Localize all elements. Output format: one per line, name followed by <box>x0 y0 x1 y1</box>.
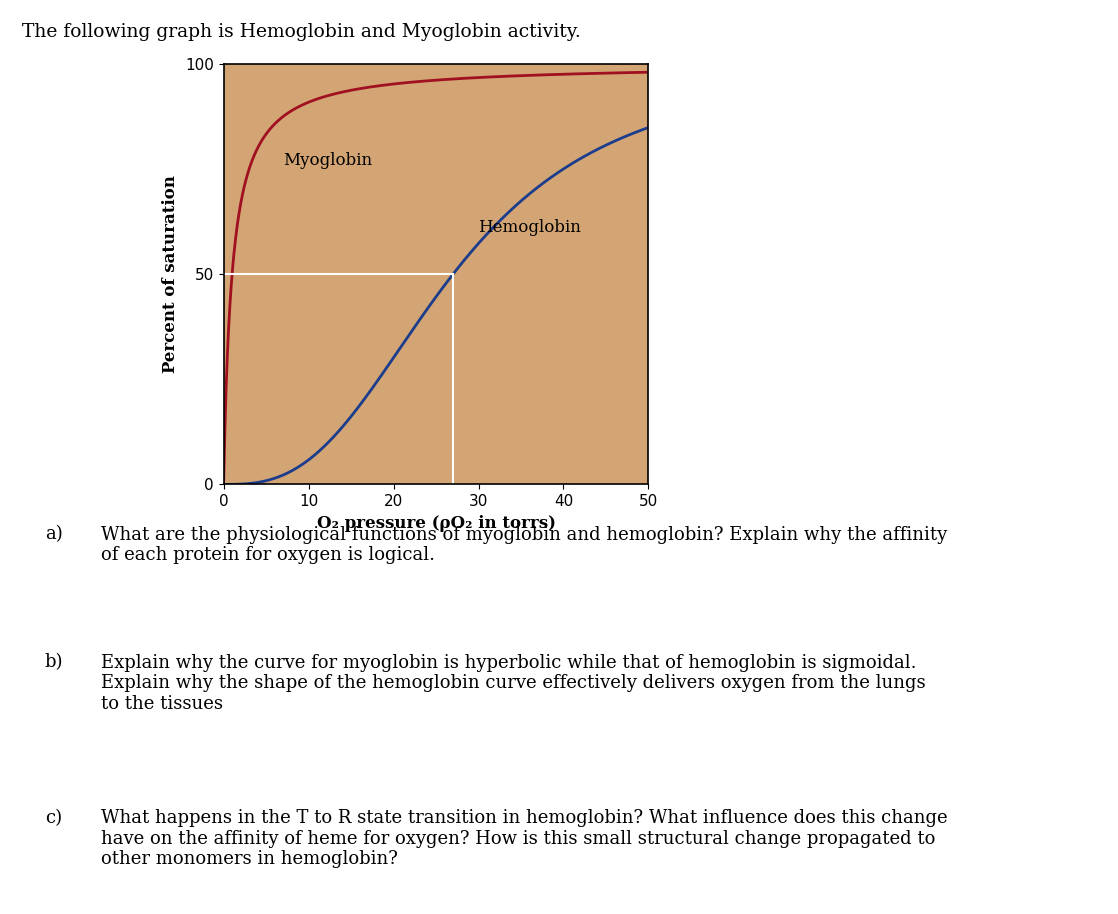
Text: Explain why the curve for myoglobin is hyperbolic while that of hemoglobin is si: Explain why the curve for myoglobin is h… <box>101 654 926 713</box>
Text: What happens in the T to R state transition in hemoglobin? What influence does t: What happens in the T to R state transit… <box>101 809 947 868</box>
Text: Hemoglobin: Hemoglobin <box>479 219 581 236</box>
Y-axis label: Percent of saturation: Percent of saturation <box>162 175 180 373</box>
Text: b): b) <box>45 654 64 672</box>
Text: a): a) <box>45 526 63 544</box>
Text: c): c) <box>45 809 61 827</box>
Text: What are the physiological functions of myoglobin and hemoglobin? Explain why th: What are the physiological functions of … <box>101 526 947 564</box>
X-axis label: O₂ pressure (ρO₂ in torrs): O₂ pressure (ρO₂ in torrs) <box>316 515 556 532</box>
Text: The following graph is Hemoglobin and Myoglobin activity.: The following graph is Hemoglobin and My… <box>22 23 581 41</box>
Text: Myoglobin: Myoglobin <box>283 152 372 169</box>
